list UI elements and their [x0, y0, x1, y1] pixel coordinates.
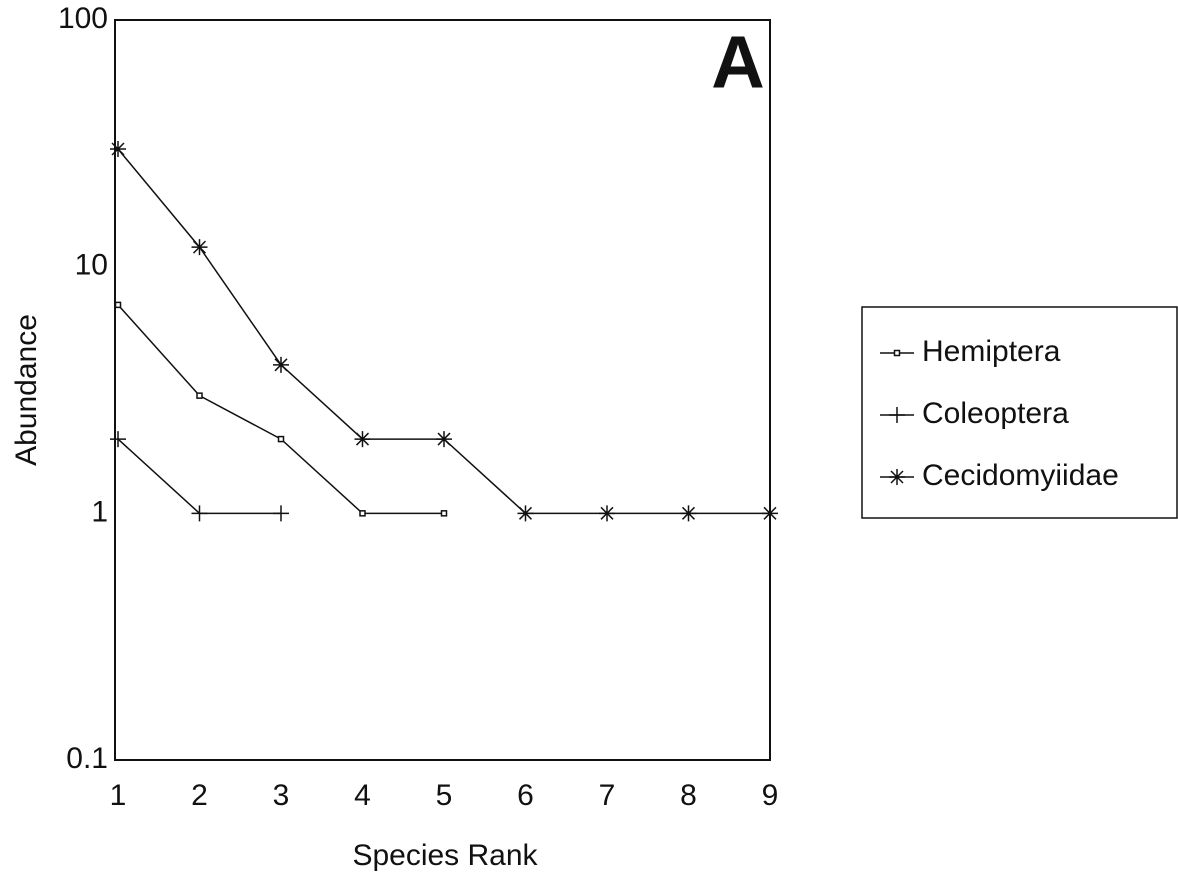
marker-asterisk: [354, 431, 371, 448]
y-tick-label: 100: [58, 2, 108, 35]
x-tick-label: 9: [762, 779, 779, 812]
marker-square: [114, 301, 122, 309]
marker-plus: [110, 431, 126, 448]
marker-plus: [889, 407, 905, 423]
marker-asterisk: [517, 505, 534, 522]
marker-square: [277, 435, 285, 443]
x-tick-label: 1: [110, 779, 127, 812]
series-line: [117, 148, 770, 515]
marker-asterisk: [191, 239, 208, 256]
series-line: [117, 438, 281, 515]
y-tick-label: 1: [91, 495, 108, 528]
panel-label: A: [711, 21, 764, 104]
marker-square: [893, 349, 901, 357]
marker-asterisk: [110, 140, 126, 157]
marker-square: [359, 510, 366, 517]
legend-box: [861, 306, 1178, 519]
plot-frame: [114, 19, 771, 761]
legend-label: Hemiptera: [922, 335, 1061, 368]
marker-asterisk: [889, 469, 905, 485]
x-tick-label: 3: [273, 779, 290, 812]
legend-label: Cecidomyiidae: [922, 459, 1119, 492]
x-tick-label: 5: [436, 779, 453, 812]
x-axis-label: Species Rank: [352, 839, 538, 872]
marker-asterisk: [273, 356, 289, 373]
x-tick-label: 2: [191, 779, 208, 812]
series-line: [117, 304, 444, 515]
marker-asterisk: [436, 431, 452, 448]
marker-square: [196, 392, 203, 399]
y-tick-label: 0.1: [66, 742, 108, 775]
legend-label: Coleoptera: [922, 397, 1069, 430]
marker-plus: [273, 505, 289, 522]
x-tick-label: 8: [680, 779, 697, 812]
marker-plus: [191, 505, 208, 522]
y-tick-label: 10: [75, 249, 108, 282]
x-tick-label: 7: [599, 779, 616, 812]
y-axis-label: Abundance: [10, 314, 43, 466]
marker-asterisk: [680, 505, 697, 522]
marker-square: [440, 510, 448, 517]
x-tick-label: 6: [517, 779, 534, 812]
x-tick-label: 4: [354, 779, 371, 812]
marker-asterisk: [762, 505, 778, 522]
marker-asterisk: [599, 505, 615, 522]
